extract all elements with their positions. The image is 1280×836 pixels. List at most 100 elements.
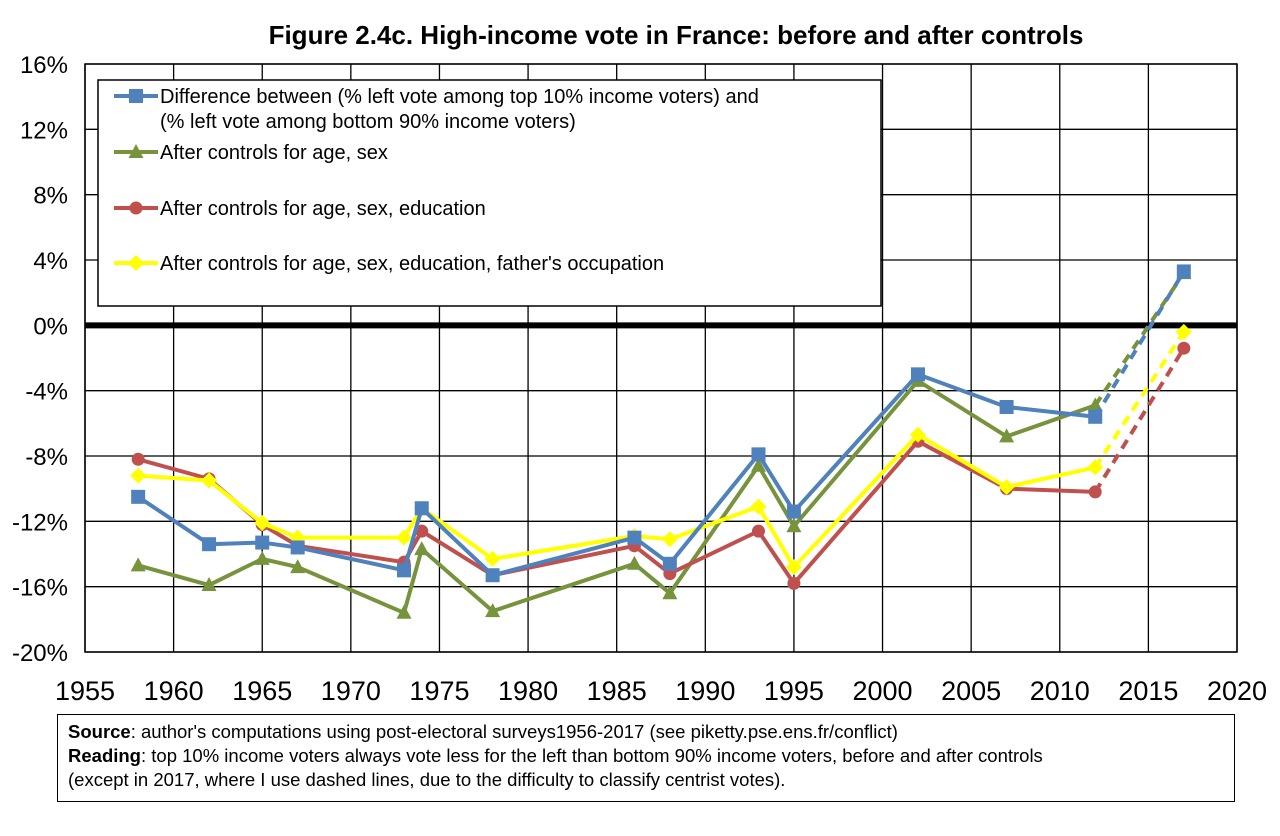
data-point — [751, 447, 766, 462]
data-point — [662, 556, 677, 571]
data-point — [786, 504, 801, 519]
legend-marker — [129, 201, 143, 215]
data-point — [130, 467, 147, 484]
series-layer — [130, 264, 1192, 619]
data-point — [787, 576, 801, 590]
x-tick-label: 2010 — [1030, 676, 1090, 706]
data-point — [1175, 323, 1192, 340]
legend-label: Difference between (% left vote among to… — [160, 86, 759, 108]
data-point — [1088, 409, 1103, 424]
y-tick-label: 12% — [20, 117, 68, 144]
legend-marker — [129, 89, 143, 103]
x-tick-label: 1955 — [55, 676, 115, 706]
x-tick-label: 1975 — [409, 676, 469, 706]
x-tick-label: 1960 — [144, 676, 204, 706]
y-tick-label: 16% — [20, 52, 68, 79]
data-point — [130, 557, 146, 572]
legend-item: After controls for age, sex, education, … — [114, 253, 664, 275]
y-tick-label: -4% — [25, 379, 68, 406]
data-point — [397, 563, 412, 578]
legend-item: After controls for age, sex, education — [114, 198, 486, 220]
legend-item: Difference between (% left vote among to… — [114, 86, 759, 133]
data-point — [485, 603, 501, 618]
x-axis-ticks: 1955 1960 1965 1970 1975 1980 1985 1990 1995 2000… — [55, 676, 1267, 706]
source-note: Source: author's computations using post… — [68, 720, 1224, 744]
notes-box: Source: author's computations using post… — [57, 714, 1235, 802]
reading-label: Reading — [68, 745, 141, 766]
data-point — [786, 518, 802, 533]
y-tick-label: 4% — [33, 248, 68, 275]
series-4 — [130, 323, 1192, 576]
data-point — [290, 540, 305, 555]
legend: Difference between (% left vote among to… — [97, 79, 882, 307]
data-point — [910, 367, 925, 382]
legend-label: (% left vote among bottom 90% income vot… — [160, 111, 576, 133]
legend-label: After controls for age, sex, education — [160, 198, 486, 220]
y-tick-label: -8% — [25, 444, 68, 471]
y-tick-label: 8% — [33, 183, 68, 210]
data-point — [999, 400, 1014, 414]
data-point — [414, 541, 430, 556]
x-tick-label: 1970 — [321, 676, 381, 706]
data-point — [484, 550, 501, 567]
y-tick-label: -20% — [12, 640, 68, 667]
series-line-dashed — [1093, 330, 1186, 469]
x-tick-label: 1995 — [764, 676, 824, 706]
y-tick-label: 0% — [33, 313, 68, 340]
legend-marker — [128, 255, 144, 271]
data-point — [290, 559, 306, 574]
x-tick-label: 1980 — [498, 676, 558, 706]
data-point — [131, 489, 146, 504]
data-point — [396, 604, 412, 619]
y-tick-label: -12% — [12, 509, 68, 536]
legend-item: After controls for age, sex — [114, 142, 388, 164]
reading-text-2: (except in 2017, where I use dashed line… — [68, 769, 786, 790]
source-text: : author's computations using post-elect… — [130, 721, 898, 742]
data-point — [998, 479, 1015, 496]
data-point — [254, 514, 271, 531]
series-3 — [131, 341, 1191, 590]
data-point — [414, 501, 429, 516]
reading-note: Reading: top 10% income voters always vo… — [68, 744, 1224, 768]
data-point — [485, 568, 500, 583]
x-tick-label: 2020 — [1207, 676, 1267, 706]
data-point — [1176, 264, 1191, 279]
x-tick-label: 1965 — [232, 676, 292, 706]
data-point — [626, 555, 642, 570]
x-tick-label: 1985 — [587, 676, 647, 706]
data-point — [131, 452, 145, 466]
data-point — [1088, 485, 1102, 499]
data-point — [785, 559, 802, 576]
data-point — [415, 524, 429, 538]
x-tick-label: 2005 — [941, 676, 1001, 706]
data-point — [750, 457, 766, 472]
data-point — [1177, 341, 1191, 355]
legend-label: After controls for age, sex, education, … — [160, 253, 664, 275]
data-point — [661, 531, 678, 548]
data-point — [627, 530, 642, 545]
data-point — [254, 550, 270, 565]
series-line — [137, 378, 1096, 615]
legend-label: After controls for age, sex — [160, 142, 388, 164]
data-point — [999, 428, 1015, 443]
series-line-dashed — [1093, 270, 1186, 418]
series-1 — [131, 264, 1191, 583]
series-line-dashed — [1093, 271, 1186, 407]
y-tick-label: -16% — [12, 575, 68, 602]
series-line — [138, 432, 1096, 570]
reading-text: : top 10% income voters always vote less… — [140, 745, 1043, 766]
legend-box — [97, 79, 882, 307]
series-line-dashed — [1093, 347, 1186, 493]
data-point — [662, 585, 678, 600]
x-tick-label: 2000 — [852, 676, 912, 706]
data-point — [201, 472, 218, 489]
x-tick-label: 1990 — [675, 676, 735, 706]
data-point — [909, 426, 926, 443]
chart-title: Figure 2.4c. High-income vote in France:… — [269, 20, 1084, 50]
data-point — [202, 537, 217, 552]
data-point — [201, 577, 217, 592]
data-point — [1087, 459, 1104, 476]
data-point — [750, 498, 767, 515]
series-line — [137, 439, 1096, 586]
